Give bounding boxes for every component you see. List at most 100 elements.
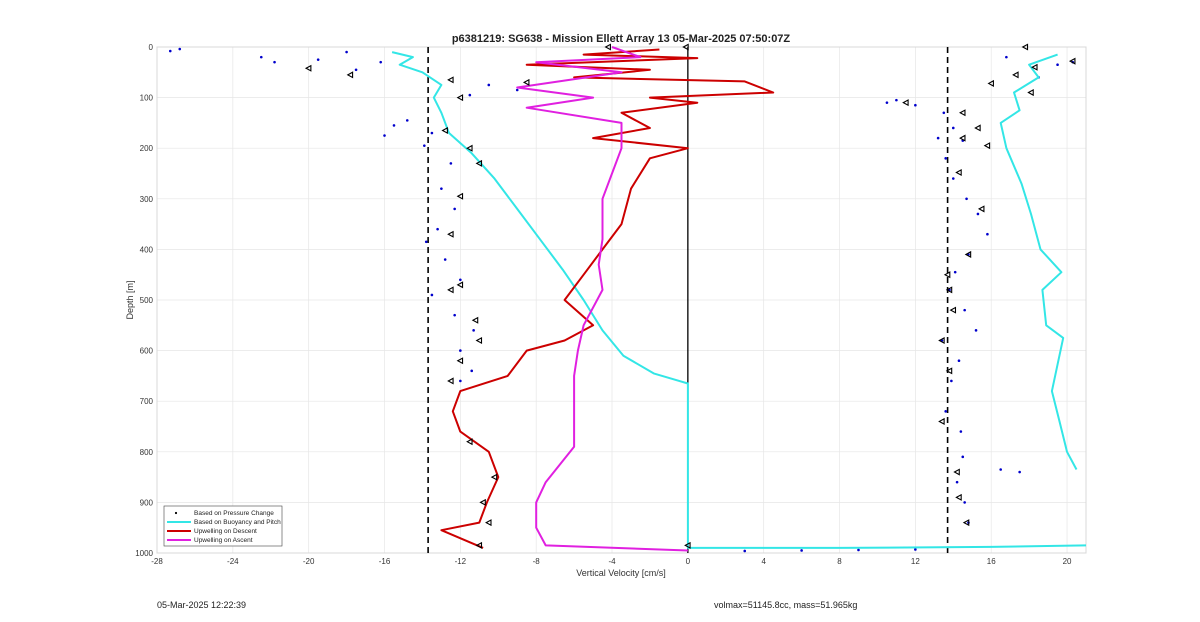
- data-point: [951, 177, 955, 180]
- triangle-marker: [466, 144, 473, 152]
- x-tick-label: -8: [533, 557, 541, 566]
- footer-date: 05-Mar-2025 12:22:39: [157, 600, 247, 610]
- triangle-marker: [1021, 43, 1029, 51]
- data-point: [986, 232, 989, 236]
- x-tick-label: 8: [837, 557, 842, 566]
- data-point: [468, 93, 472, 97]
- legend-item-ascent: Upwelling on Ascent: [167, 537, 253, 544]
- triangle-marker: [447, 76, 454, 84]
- tick-labels: -28 -24 -20 -16 -12 -8 -4 0 4 8 12 16 20010020030040…: [135, 43, 1072, 566]
- triangle-marker: [684, 541, 691, 549]
- data-point: [440, 187, 443, 190]
- triangle-marker: [1068, 57, 1076, 65]
- data-point: [453, 313, 456, 317]
- legend-label: Based on Pressure Change: [194, 510, 274, 517]
- data-point: [379, 60, 383, 64]
- triangle-marker: [945, 367, 953, 375]
- triangle-marker: [949, 306, 957, 314]
- series-group: [168, 46, 1087, 553]
- triangle-marker: [1012, 71, 1019, 79]
- data-point: [963, 501, 966, 504]
- x-tick-label: 4: [761, 557, 766, 566]
- triangle-marker: [943, 271, 951, 279]
- triangle-marker: [479, 498, 486, 506]
- data-point: [424, 240, 428, 244]
- data-point: [345, 50, 348, 54]
- data-point: [354, 68, 358, 72]
- chart-title: p6381219: SG638 - Mission Ellett Array 1…: [452, 33, 791, 45]
- data-point: [944, 157, 948, 160]
- y-tick-label: 400: [140, 245, 154, 254]
- y-tick-label: 1000: [135, 549, 153, 558]
- series-line-1: [391, 51, 1087, 549]
- triangle-marker: [964, 250, 972, 258]
- x-tick-label: 20: [1063, 557, 1072, 566]
- data-point: [1005, 55, 1008, 59]
- triangle-marker: [682, 43, 689, 51]
- data-point: [168, 49, 172, 53]
- triangle-marker: [983, 142, 991, 150]
- y-tick-label: 100: [140, 94, 154, 103]
- triangle-marker: [447, 230, 454, 238]
- data-point: [430, 293, 434, 297]
- triangle-marker: [475, 541, 483, 549]
- data-point: [443, 258, 447, 261]
- data-point: [857, 548, 860, 552]
- data-point: [405, 119, 409, 122]
- y-tick-label: 800: [140, 448, 154, 457]
- data-point: [914, 103, 917, 107]
- y-tick-label: 900: [140, 498, 154, 507]
- data-point: [942, 111, 946, 115]
- data-point: [895, 98, 898, 102]
- triangle-marker: [974, 124, 981, 132]
- x-tick-label: -28: [151, 557, 163, 566]
- triangle-marker: [938, 417, 945, 425]
- triangle-marker: [466, 438, 473, 446]
- triangle-marker: [945, 286, 953, 294]
- plot-frame: [156, 46, 1087, 554]
- data-point: [800, 549, 803, 552]
- data-point: [430, 131, 434, 135]
- triangle-marker: [977, 205, 985, 213]
- triangle-marker: [1027, 89, 1034, 97]
- y-tick-label: 300: [140, 195, 154, 204]
- triangle-marker: [447, 286, 454, 294]
- data-point: [470, 369, 474, 373]
- data-point: [453, 207, 456, 211]
- data-point: [316, 58, 320, 61]
- y-tick-label: 600: [140, 347, 154, 356]
- triangle-marker: [475, 159, 483, 167]
- series-line-2: [999, 53, 1078, 470]
- data-point: [472, 329, 475, 332]
- triangle-marker: [490, 473, 498, 481]
- data-point: [459, 379, 462, 383]
- data-point: [885, 101, 889, 104]
- data-point: [423, 144, 426, 147]
- data-point: [953, 270, 957, 274]
- data-point: [515, 88, 519, 92]
- data-point: [459, 349, 462, 352]
- data-point: [1056, 63, 1059, 67]
- y-tick-label: 0: [149, 43, 154, 52]
- x-tick-label: -24: [227, 557, 239, 566]
- x-tick-label: -4: [608, 557, 616, 566]
- data-point: [999, 468, 1002, 471]
- triangle-marker: [902, 99, 909, 107]
- legend: Based on Pressure Change Based on Buoyan…: [163, 505, 283, 547]
- legend-label: Based on Buoyancy and Pitch: [194, 519, 281, 526]
- marker-group: [304, 43, 1076, 549]
- triangle-marker: [441, 126, 448, 135]
- data-point: [392, 124, 396, 127]
- legend-item-descent: Upwelling on Descent: [167, 528, 257, 535]
- data-point: [383, 134, 386, 137]
- triangle-marker: [959, 109, 966, 117]
- data-point: [950, 379, 953, 383]
- triangle-marker: [456, 192, 464, 200]
- data-point: [959, 430, 963, 433]
- data-point: [436, 227, 439, 231]
- legend-swatch: [174, 511, 178, 515]
- triangle-marker: [987, 79, 994, 87]
- data-point: [974, 329, 978, 332]
- x-axis-label: Vertical Velocity [cm/s]: [576, 568, 666, 578]
